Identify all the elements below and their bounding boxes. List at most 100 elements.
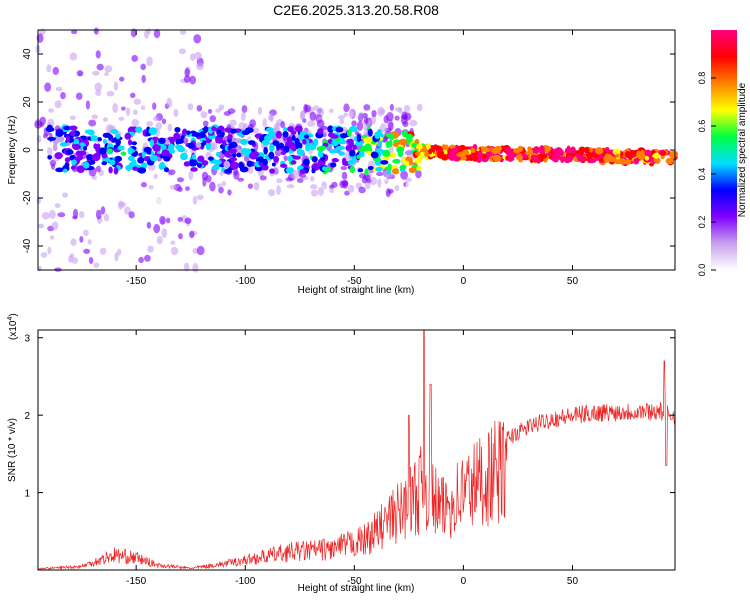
- heat-cell: [70, 238, 77, 246]
- heat-cell: [211, 126, 217, 132]
- heat-cell: [131, 118, 140, 127]
- heat-cell: [440, 154, 449, 161]
- heat-cell: [161, 228, 168, 239]
- heat-cell: [92, 70, 100, 76]
- snr-frame: [37, 329, 676, 571]
- colorbar-tick-label: 0.6: [697, 120, 707, 133]
- heat-cell: [339, 132, 348, 139]
- heat-cell: [47, 155, 53, 160]
- heat-cell: [57, 212, 66, 218]
- heat-cell: [77, 70, 83, 77]
- heat-cell: [268, 189, 276, 197]
- heat-cell: [276, 178, 283, 184]
- heat-cell: [216, 129, 222, 134]
- heat-cell: [192, 262, 199, 273]
- heat-cell: [229, 157, 238, 162]
- heat-cell: [239, 166, 249, 173]
- heat-cell: [279, 109, 284, 117]
- heat-cell: [68, 255, 73, 263]
- heat-cell: [295, 142, 303, 150]
- heat-cell: [196, 245, 205, 256]
- heat-cell: [144, 29, 150, 39]
- heat-cell: [249, 119, 256, 128]
- y-tick-label: -20: [22, 190, 33, 205]
- heat-cell: [55, 135, 65, 143]
- heat-cell: [215, 135, 220, 144]
- heat-cell: [167, 123, 173, 132]
- heat-cell: [117, 248, 122, 256]
- heat-cell: [185, 186, 190, 191]
- heat-cell: [64, 161, 70, 168]
- heat-cell: [102, 138, 108, 144]
- heat-cell: [545, 145, 552, 152]
- heat-cell: [283, 155, 288, 162]
- heat-cell: [153, 116, 160, 122]
- heat-cell: [99, 247, 107, 255]
- snr-panel: -150 -100 -50 0 50 1 2 3 Height of straight li…: [7, 313, 676, 594]
- heat-cell: [76, 165, 85, 173]
- spectrogram-y-ticks: -40 -20 0 20 40: [22, 48, 675, 253]
- heat-cell: [93, 262, 100, 268]
- heat-cell: [331, 139, 339, 147]
- heat-cell: [83, 229, 89, 236]
- heat-cell: [415, 169, 422, 179]
- heat-cell: [355, 140, 363, 147]
- heat-cell: [311, 156, 318, 163]
- heat-cell: [356, 121, 364, 131]
- heat-cell: [451, 147, 459, 155]
- heat-cell: [120, 106, 126, 111]
- heat-cell: [341, 180, 349, 187]
- heat-cell: [170, 246, 179, 256]
- y-tick-label: -40: [22, 238, 33, 253]
- heat-cell: [653, 152, 660, 159]
- heat-cell: [146, 221, 152, 229]
- heat-cell: [379, 108, 386, 115]
- heat-cell: [384, 166, 392, 171]
- heat-cell: [363, 116, 369, 124]
- heat-cell: [54, 100, 62, 109]
- heat-cell: [131, 54, 139, 62]
- heat-cell: [273, 155, 280, 163]
- heat-cell: [388, 139, 393, 148]
- heat-cell: [357, 168, 364, 173]
- heat-cell: [292, 155, 301, 160]
- heat-cell: [44, 82, 52, 92]
- y-tick-label: 2: [24, 411, 30, 422]
- heat-cell: [339, 140, 347, 145]
- heat-cell: [276, 185, 281, 196]
- heat-cell: [79, 236, 84, 243]
- heat-cell: [186, 130, 191, 135]
- x-tick-label: -100: [235, 576, 255, 587]
- heat-cell: [364, 168, 369, 176]
- heat-cell: [339, 119, 345, 125]
- heat-cell: [218, 104, 225, 111]
- heat-cell: [39, 116, 47, 125]
- heat-cell: [72, 215, 78, 220]
- heat-cell: [106, 90, 115, 97]
- heat-cell: [229, 161, 239, 170]
- heat-cell: [189, 158, 198, 164]
- heat-cell: [146, 56, 153, 67]
- heat-cell: [444, 144, 449, 151]
- heat-cell: [346, 129, 352, 137]
- heat-cell: [268, 151, 275, 160]
- heat-cell: [133, 98, 142, 105]
- heat-cell: [120, 151, 127, 156]
- heat-cell: [189, 230, 195, 239]
- heat-cell: [300, 110, 306, 121]
- heat-cell: [55, 129, 64, 137]
- heat-cell: [477, 151, 483, 159]
- heat-cell: [403, 104, 411, 113]
- heat-cell: [173, 183, 182, 191]
- heat-cell: [201, 160, 209, 166]
- heat-cell: [516, 154, 523, 161]
- heat-cell: [158, 137, 166, 145]
- heat-cell: [215, 108, 222, 113]
- heat-cell: [329, 134, 339, 139]
- heat-cell: [485, 151, 493, 156]
- heat-cell: [388, 145, 394, 154]
- heat-cell: [166, 97, 173, 108]
- heat-cell: [419, 152, 425, 159]
- heat-cell: [46, 64, 52, 73]
- heat-cell: [341, 171, 348, 180]
